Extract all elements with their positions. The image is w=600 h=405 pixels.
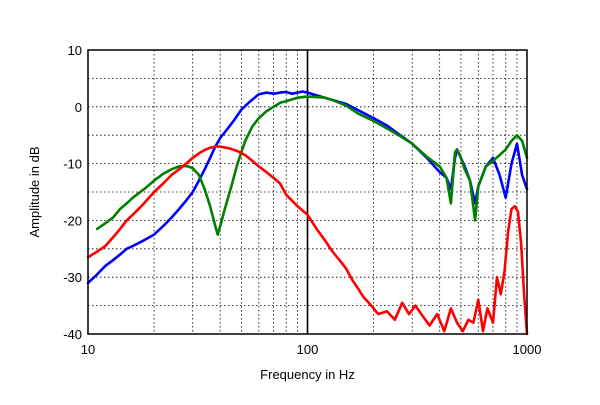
y-axis-label: Amplitude in dB bbox=[27, 146, 42, 237]
y-tick-label: -10 bbox=[63, 157, 82, 172]
x-tick-label: 1000 bbox=[513, 342, 542, 357]
y-tick-label: -30 bbox=[63, 270, 82, 285]
x-tick-label: 100 bbox=[297, 342, 319, 357]
y-tick-label: 0 bbox=[75, 100, 82, 115]
plot-frame bbox=[87, 49, 528, 335]
x-axis-label: Frequency in Hz bbox=[260, 367, 355, 382]
x-tick-label: 10 bbox=[81, 342, 95, 357]
series-line-2 bbox=[95, 95, 529, 236]
grid bbox=[88, 50, 527, 334]
y-tick-label: 10 bbox=[68, 43, 82, 58]
y-tick-label: -40 bbox=[63, 327, 82, 342]
series-line-3 bbox=[86, 145, 529, 336]
y-tick-label: -20 bbox=[63, 213, 82, 228]
traces bbox=[86, 90, 529, 336]
